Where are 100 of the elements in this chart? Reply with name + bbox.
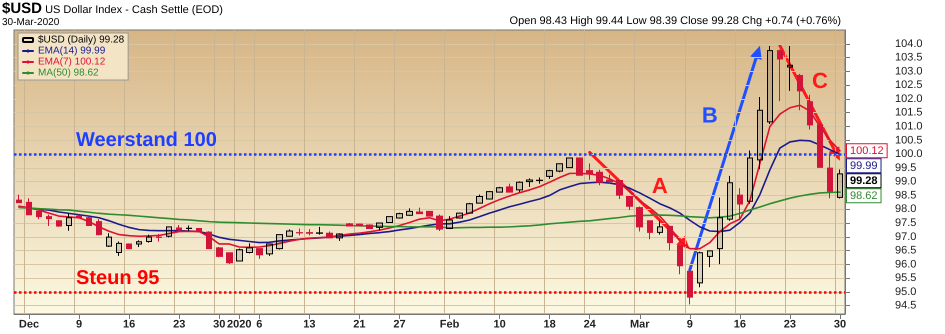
candlestick [126,242,132,250]
x-tick-label: Mar [630,318,650,330]
x-tick-label: 10 [493,318,506,330]
text: Open 98.43 High 99.44 Low 98.39 Close 99.28 Chg +0.74 (+0.76%) [510,15,841,27]
y-tick-label: 100.0 [895,148,923,160]
x-tick-label: 18 [544,318,556,330]
y-tick-label: 95.0 [895,286,916,298]
x-tick-label: 9 [686,318,693,330]
x-tick-label: 24 [584,318,597,330]
annotation: B [702,102,718,128]
legend-label: EMA(7) 100.12 [38,56,106,68]
x-tick-label: 23 [173,318,186,330]
candlestick [396,212,403,220]
candlestick [226,252,233,265]
candlestick [516,180,523,193]
candlestick [76,214,82,219]
candlestick [486,190,493,200]
candlestick [707,250,713,268]
candlestick [326,231,333,238]
candlestick [647,220,653,240]
candlestick [767,45,773,125]
legend-label: $USD (Daily) 99.28 [38,34,125,46]
x-tick-label: 9 [76,318,82,330]
x-tick-label: Dec [18,318,40,330]
candlestick [156,234,162,242]
candlestick [66,213,72,232]
x-tick-label: Feb [440,318,460,330]
ref-line-label: Weerstand 100 [76,129,217,152]
y-tick-label: 97.5 [895,217,916,230]
chart-title: $USD US Dollar Index - Cash Settle (EOD) [2,0,223,17]
y-tick-label: 102.0 [895,92,923,105]
x-tick-label: 13 [303,318,316,330]
annotation: C [812,68,828,94]
candlestick [366,224,373,230]
y-tick-label: 95.5 [895,272,916,284]
x-tick-label: 30 [213,318,226,330]
candlestick [426,210,433,217]
x-tick-label: 2020 [227,318,252,330]
y-tick-label: 98.5 [895,189,916,202]
candlestick [556,162,563,173]
candlestick [737,188,743,220]
candlestick [596,169,603,186]
y-tick-label: 101.0 [895,120,923,133]
candlestick [266,243,273,256]
candlestick [176,224,182,231]
candlestick [606,174,613,184]
candlestick [466,202,473,214]
candlestick [626,195,633,211]
candlestick [296,228,303,236]
candlestick [827,154,833,199]
candlestick [657,220,663,236]
y-tick-label: 99.5 [895,162,916,174]
candlestick [717,197,723,265]
candlestick [687,270,693,305]
y-tick-label: 101.5 [895,106,923,119]
candlestick [376,222,383,231]
candlestick [356,223,363,227]
candlestick [386,216,393,224]
candlestick [26,198,32,216]
y-tick-label: 99.0 [895,176,916,188]
candlestick [16,194,22,204]
candlestick [586,162,593,180]
candlestick [777,49,783,102]
y-tick-label: 98.0 [895,203,916,216]
candlestick [116,240,122,256]
candlestick [677,244,683,275]
candlestick [406,208,413,216]
line-series [18,104,841,250]
candlestick [526,178,533,188]
candlestick [216,246,223,258]
annotation: A [652,172,668,198]
candlestick [106,232,112,248]
ref-line-label: Steun 95 [76,266,160,289]
candlestick [146,234,152,244]
x-tick-label: 16 [123,318,136,330]
candlestick [546,169,553,180]
y-tick-label: 104.0 [895,38,923,50]
y-tick-label: 102.5 [895,79,923,92]
candlestick [817,121,823,168]
y-tick-label: 103.0 [895,65,923,78]
candlestick [196,228,202,232]
x-tick-label: 23 [784,318,796,330]
candlestick [316,226,323,236]
candlestick [36,210,42,220]
candlestick [636,206,643,232]
legend-label: MA(50) 98.62 [38,68,100,78]
candlestick [506,183,513,193]
candlestick [536,177,543,184]
candlestick [757,96,763,170]
y-tick-label: 100.5 [895,134,923,146]
candlestick [346,222,353,227]
candlestick [436,214,443,232]
candlestick [747,150,753,204]
candlestick [727,175,733,222]
data-label: 99.99 [850,160,878,172]
candlestick [616,179,623,200]
x-tick-label: 16 [734,318,746,330]
candlestick [837,169,843,199]
x-tick-label: 30 [834,318,846,330]
y-tick-label: 96.0 [895,258,916,270]
